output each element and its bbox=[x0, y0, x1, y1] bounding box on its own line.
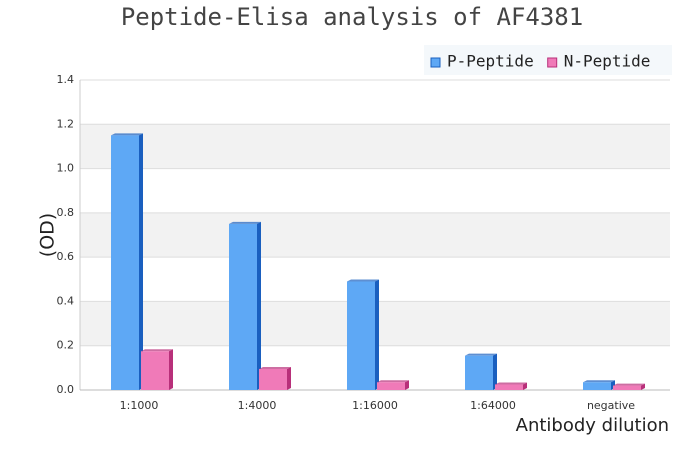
y-tick-label: 1.4 bbox=[57, 73, 75, 86]
y-tick-label: 0.4 bbox=[57, 294, 75, 307]
bar-side bbox=[375, 279, 379, 390]
chart-title: Peptide-Elisa analysis of AF4381 bbox=[121, 3, 583, 31]
legend-label: N-Peptide bbox=[564, 52, 651, 71]
bar bbox=[613, 385, 641, 390]
x-tick-label: 1:64000 bbox=[470, 399, 516, 412]
legend-label: P-Peptide bbox=[447, 52, 534, 71]
bar-side bbox=[169, 349, 173, 390]
legend-swatch bbox=[430, 57, 441, 68]
bar-top bbox=[259, 366, 291, 369]
bar-top bbox=[583, 380, 615, 383]
legend-swatch bbox=[547, 57, 558, 68]
bar bbox=[111, 135, 139, 390]
grid-band bbox=[80, 124, 670, 169]
x-tick-label: 1:4000 bbox=[238, 399, 277, 412]
y-tick-label: 1.0 bbox=[57, 162, 75, 175]
y-tick-label: 1.2 bbox=[57, 117, 75, 130]
x-tick-label: 1:1000 bbox=[120, 399, 159, 412]
bar-top bbox=[465, 353, 497, 356]
grid-band bbox=[80, 212, 670, 258]
bar-top bbox=[229, 221, 261, 224]
bar-top bbox=[495, 382, 527, 385]
bar bbox=[495, 384, 523, 390]
y-tick-label: 0.8 bbox=[57, 206, 75, 219]
bar bbox=[259, 368, 287, 390]
x-tick-label: negative bbox=[587, 399, 635, 412]
bar-top bbox=[347, 279, 379, 282]
x-axis-label: Antibody dilution bbox=[516, 415, 669, 436]
bar bbox=[465, 355, 493, 390]
bar-top bbox=[141, 349, 173, 352]
bar-top bbox=[377, 380, 409, 383]
y-axis-label: (OD) bbox=[37, 213, 59, 257]
bar bbox=[377, 382, 405, 390]
bar-side bbox=[287, 366, 291, 390]
bar-side bbox=[523, 382, 527, 390]
bar-side bbox=[641, 383, 645, 390]
bar-top bbox=[613, 383, 645, 386]
y-tick-label: 0.6 bbox=[57, 250, 75, 263]
bar bbox=[229, 223, 257, 390]
y-tick-label: 0.0 bbox=[57, 383, 75, 396]
bar-side bbox=[405, 380, 409, 390]
bar bbox=[347, 281, 375, 390]
bar-side bbox=[257, 221, 261, 390]
bar bbox=[141, 351, 169, 390]
bar bbox=[583, 382, 611, 390]
bar-side bbox=[493, 353, 497, 390]
bar-top bbox=[111, 133, 143, 136]
x-tick-label: 1:16000 bbox=[352, 399, 398, 412]
y-tick-label: 0.2 bbox=[57, 339, 75, 352]
bar-side bbox=[139, 133, 143, 390]
